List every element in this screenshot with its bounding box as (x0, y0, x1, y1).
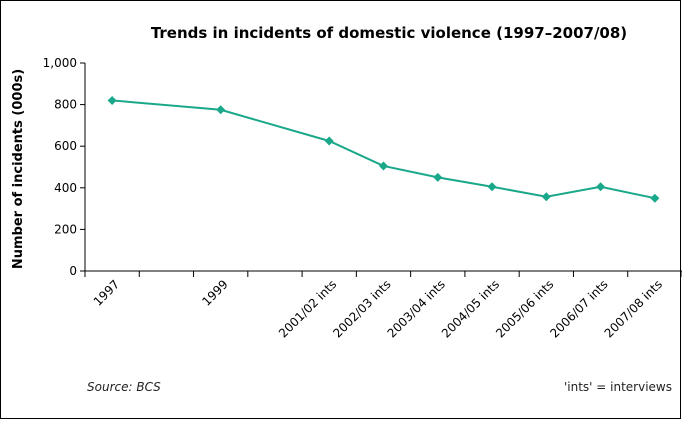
data-point-marker (487, 182, 497, 192)
line-chart: Trends in incidents of domestic violence… (11, 24, 683, 341)
data-point-marker (324, 136, 334, 146)
x-tick-label: 2007/08 ints (602, 277, 665, 340)
x-tick-label: 1997 (91, 277, 122, 308)
y-tick-label: 200 (54, 222, 77, 236)
data-point-marker (433, 172, 443, 182)
data-point-marker (541, 192, 551, 202)
series-line (112, 99, 656, 200)
series-group (107, 95, 660, 203)
data-point-marker (379, 161, 388, 171)
y-tick-label: 400 (54, 181, 77, 195)
interviews-note: 'ints' = interviews (563, 380, 672, 394)
y-ticks: 0 200 400 600 800 1,000 (43, 56, 85, 278)
data-point-marker (216, 105, 226, 115)
source-note: Source: BCS (87, 380, 161, 394)
data-point-marker (107, 95, 117, 105)
chart-title: Trends in incidents of domestic violence… (151, 24, 627, 42)
data-point-marker (650, 193, 660, 203)
y-tick-label: 600 (54, 139, 77, 153)
y-axis-label: Number of incidents (000s) (11, 69, 26, 269)
axes (84, 63, 682, 272)
y-tick-label: 1,000 (43, 56, 77, 70)
data-point-marker (596, 182, 606, 192)
y-tick-label: 0 (69, 264, 77, 278)
y-tick-label: 800 (54, 98, 77, 112)
x-tick-label: 1999 (199, 277, 230, 308)
